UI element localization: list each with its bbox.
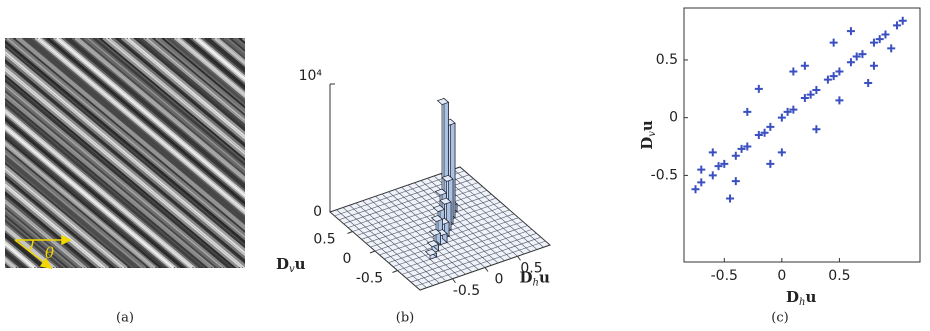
axis-label-part: D	[638, 137, 656, 150]
figure: θ (a) (b) (c) 010⁴-0.500.50.50-0.5DhuDvu…	[0, 0, 930, 331]
axis-label-part: D	[276, 255, 289, 273]
y-tick-label: 0.5	[656, 52, 678, 68]
x-tick-label: 0	[777, 268, 786, 284]
axis-label-part: u	[805, 288, 816, 306]
x-tick-label: 0.5	[828, 268, 850, 284]
y-tick-label: -0.5	[651, 167, 678, 183]
y-tick	[393, 271, 398, 273]
z-tick-label: 10⁴	[299, 68, 323, 84]
axis-label-part: D	[786, 288, 799, 306]
y-tick	[370, 251, 375, 253]
caption: (b)	[396, 311, 414, 326]
y-tick-label: -0.5	[356, 271, 383, 287]
x-tick-label: -0.5	[711, 268, 738, 284]
axis-label: Dvu	[276, 255, 306, 275]
axis-label-part: D	[520, 268, 533, 286]
plot-frame	[684, 8, 920, 262]
y-tick-label: 0	[343, 251, 352, 267]
caption: (a)	[116, 311, 134, 326]
axis-label-part: u	[539, 268, 550, 286]
y-tick-label: 0.5	[313, 232, 335, 248]
x-tick	[485, 268, 488, 272]
y-tick-label: 0	[669, 110, 678, 126]
y-tick	[348, 232, 353, 234]
axis-label: Dvu	[638, 120, 658, 150]
axis-label-part: u	[295, 255, 306, 273]
caption: (c)	[771, 311, 788, 326]
z-tick-label: 0	[313, 204, 322, 220]
stripe	[0, 38, 3, 268]
x-tick-label: -0.5	[453, 283, 480, 299]
axis-label-part: u	[638, 120, 656, 131]
angle-label: θ	[45, 244, 54, 262]
axis-label: Dhu	[786, 288, 816, 308]
x-tick-label: 0	[495, 272, 504, 288]
